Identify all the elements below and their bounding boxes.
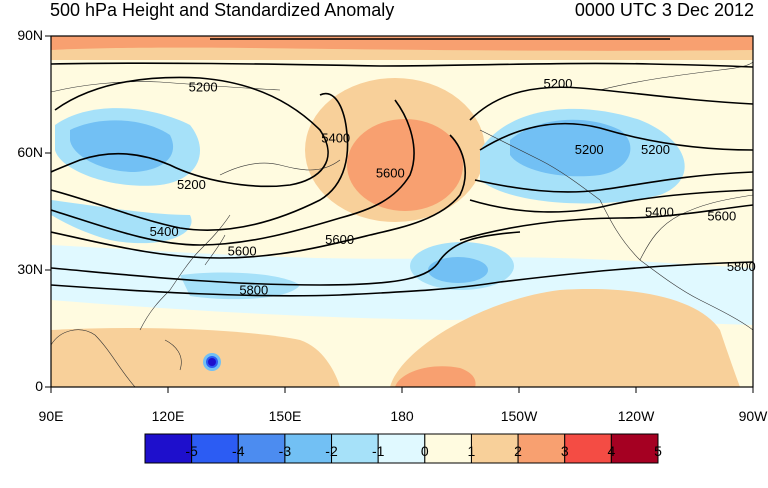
colorbar-swatch [564,433,612,464]
contour-labels: 5200 5200 5400 5400 5600 5600 5800 5600 5200 5200… [150,76,756,298]
contour-label: 5200 [544,76,573,91]
colorbar-swatch [144,433,193,464]
valid-time: 0000 UTC 3 Dec 2012 [574,0,754,20]
colorbar-label: 4 [607,443,616,459]
contour-label: 5600 [707,208,736,223]
lon-label: 120E [151,408,185,424]
colorbar-swatch [284,433,333,464]
lat-ticks [45,35,51,388]
lon-label: 120W [617,408,655,424]
lat-label: 60N [17,144,43,160]
contour-label: 5200 [189,80,218,95]
contour-label: 5200 [575,142,604,157]
contour-label: 5800 [239,283,268,298]
map-title: 500 hPa Height and Standardized Anomaly [50,0,395,20]
colorbar-label: 2 [514,443,522,459]
colorbar-label: -3 [278,443,292,459]
lon-label: 90W [738,408,768,424]
lat-label: 90N [17,27,43,43]
contour-label: 5400 [321,130,350,145]
colorbar [144,433,659,464]
lon-label: 180 [390,408,414,424]
colorbar-label: -1 [371,443,385,459]
colorbar-swatch [191,433,239,464]
lat-label: 30N [17,261,43,277]
colorbar-swatch [377,433,426,464]
contour-label: 5200 [641,142,670,157]
colorbar-swatch [470,433,519,464]
colorbar-swatch [424,433,472,464]
lon-ticks [50,387,754,393]
colorbar-swatch [517,433,566,464]
contour-label: 5200 [177,177,206,192]
colorbar-label: 0 [420,443,429,459]
contour-label: 5800 [727,259,756,274]
contour-label: 5600 [228,244,257,259]
contour-label: 5400 [150,224,179,239]
colorbar-label: -2 [325,443,338,459]
colorbar-swatch [610,433,659,464]
contour-label: 5600 [376,166,405,181]
colorbar-label: -4 [232,443,245,459]
colorbar-label: 1 [467,443,476,459]
lon-label: 150E [268,408,302,424]
colorbar-label: 5 [654,443,662,459]
contour-label: 5400 [645,205,674,220]
lon-label: 90E [38,408,64,424]
lon-label: 150W [500,408,538,424]
height-contours [51,38,753,297]
colorbar-label: 3 [560,443,569,459]
contour-label: 5600 [325,232,354,247]
colorbar-label: -5 [185,443,198,459]
lat-label: 0 [35,378,43,394]
